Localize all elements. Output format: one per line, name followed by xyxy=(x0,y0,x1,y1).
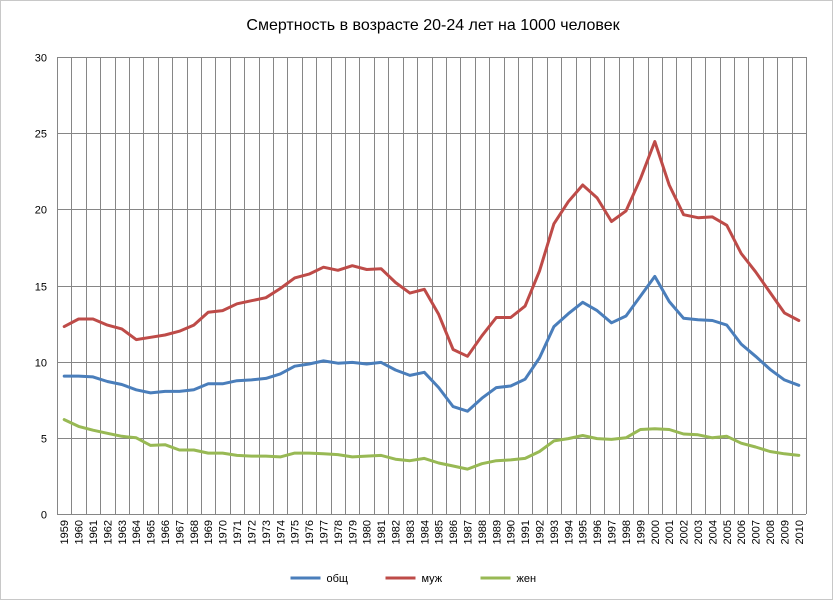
x-tick-label: 2000 xyxy=(650,520,662,544)
x-tick-label: 1981 xyxy=(376,520,388,544)
x-tick-label: 1963 xyxy=(117,520,129,544)
legend-label: общ xyxy=(327,573,348,585)
x-tick-label: 1960 xyxy=(74,520,86,544)
series-line-общ xyxy=(62,274,801,413)
x-tick-label: 1997 xyxy=(607,520,619,544)
x-tick-label: 1964 xyxy=(131,520,143,544)
x-tick-label: 1994 xyxy=(563,520,575,544)
x-tick-label: 1978 xyxy=(333,520,345,544)
x-tick-label: 1975 xyxy=(290,520,302,544)
y-tick-label: 5 xyxy=(41,434,47,446)
x-tick-label: 2001 xyxy=(664,520,676,544)
legend-label: жен xyxy=(517,573,537,585)
x-tick-label: 2008 xyxy=(765,520,777,544)
x-tick-label: 1988 xyxy=(477,520,489,544)
x-tick-label: 1979 xyxy=(347,520,359,544)
x-tick-label: 1962 xyxy=(102,520,114,544)
y-tick-label: 20 xyxy=(35,205,47,217)
x-tick-label: 1970 xyxy=(218,520,230,544)
x-tick-label: 1976 xyxy=(304,520,316,544)
y-tick-label: 15 xyxy=(35,282,47,294)
series-line-жен xyxy=(62,418,801,471)
x-tick-label: 2003 xyxy=(693,520,705,544)
x-tick-label: 1972 xyxy=(246,520,258,544)
x-tick-label: 1984 xyxy=(419,520,431,544)
y-tick-label: 25 xyxy=(35,129,47,141)
x-tick-label: 1987 xyxy=(463,520,475,544)
axis-layer: 0 5 10 15 20 25 30 1959 1960 1961 1962 1963 1964 1965… xyxy=(35,53,806,545)
x-tick-label: 1980 xyxy=(362,520,374,544)
x-tick-label: 1967 xyxy=(174,520,186,544)
legend: общ муж жен xyxy=(290,573,537,585)
chart-title: Смертность в возрасте 20-24 лет на 1000 … xyxy=(246,17,620,34)
x-tick-label: 1982 xyxy=(390,520,402,544)
x-tick-label: 1991 xyxy=(520,520,532,544)
x-tick-label: 1999 xyxy=(635,520,647,544)
y-tick-label: 30 xyxy=(35,53,47,65)
x-tick-label: 1961 xyxy=(88,520,100,544)
x-tick-label: 1971 xyxy=(232,520,244,544)
x-tick-label: 1974 xyxy=(275,520,287,544)
x-tick-label: 1965 xyxy=(146,520,158,544)
x-tick-label: 1973 xyxy=(261,520,273,544)
y-tick-label: 0 xyxy=(41,510,47,522)
x-tick-label: 2006 xyxy=(736,520,748,544)
x-tick-label: 1986 xyxy=(448,520,460,544)
legend-label: муж xyxy=(422,573,443,585)
x-tick-label: 1969 xyxy=(203,520,215,544)
x-tick-label: 1983 xyxy=(405,520,417,544)
x-tick-label: 1996 xyxy=(592,520,604,544)
x-tick-label: 2010 xyxy=(794,520,806,544)
x-tick-label: 1985 xyxy=(434,520,446,544)
y-tick-label: 10 xyxy=(35,358,47,370)
x-tick-label: 1990 xyxy=(506,520,518,544)
x-tick-label: 2004 xyxy=(707,520,719,544)
x-tick-label: 2007 xyxy=(751,520,763,544)
x-tick-label: 1998 xyxy=(621,520,633,544)
x-tick-label: 2009 xyxy=(779,520,791,544)
x-tick-label: 1959 xyxy=(59,520,71,544)
x-tick-label: 1989 xyxy=(491,520,503,544)
x-tick-label: 1995 xyxy=(578,520,590,544)
x-tick-label: 1993 xyxy=(549,520,561,544)
x-tick-label: 1992 xyxy=(535,520,547,544)
x-tick-label: 1977 xyxy=(318,520,330,544)
series-layer xyxy=(62,140,801,471)
x-tick-label: 1968 xyxy=(189,520,201,544)
x-tick-label: 1966 xyxy=(160,520,172,544)
x-tick-label: 2005 xyxy=(722,520,734,544)
x-tick-label: 2002 xyxy=(679,520,691,544)
series-line-муж xyxy=(62,140,801,358)
